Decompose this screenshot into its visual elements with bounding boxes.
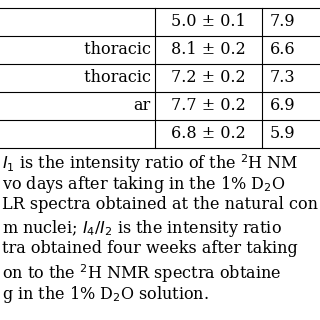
Text: ar: ar [134, 98, 151, 115]
Text: 7.7 ± 0.2: 7.7 ± 0.2 [171, 98, 246, 115]
Text: 5.0 ± 0.1: 5.0 ± 0.1 [171, 13, 246, 30]
Text: on to the $^2$H NMR spectra obtaine: on to the $^2$H NMR spectra obtaine [2, 262, 281, 285]
Text: vo days after taking in the 1% D$_2$O: vo days after taking in the 1% D$_2$O [2, 174, 285, 195]
Text: 7.2 ± 0.2: 7.2 ± 0.2 [171, 69, 246, 86]
Text: 6.9: 6.9 [270, 98, 296, 115]
Text: 5.9: 5.9 [270, 125, 296, 142]
Text: thoracic: thoracic [79, 69, 151, 86]
Text: thoracic: thoracic [79, 42, 151, 59]
Text: LR spectra obtained at the natural con: LR spectra obtained at the natural con [2, 196, 318, 213]
Text: $I_1$ is the intensity ratio of the $^2$H NM: $I_1$ is the intensity ratio of the $^2$… [2, 152, 298, 175]
Text: 6.6: 6.6 [270, 42, 296, 59]
Text: 7.3: 7.3 [270, 69, 296, 86]
Text: g in the 1% D$_2$O solution.: g in the 1% D$_2$O solution. [2, 284, 209, 305]
Text: tra obtained four weeks after taking: tra obtained four weeks after taking [2, 240, 298, 257]
Text: 6.8 ± 0.2: 6.8 ± 0.2 [171, 125, 246, 142]
Text: m nuclei; $I_4/I_2$ is the intensity ratio: m nuclei; $I_4/I_2$ is the intensity rat… [2, 218, 282, 239]
Text: 8.1 ± 0.2: 8.1 ± 0.2 [171, 42, 246, 59]
Text: 7.9: 7.9 [270, 13, 296, 30]
